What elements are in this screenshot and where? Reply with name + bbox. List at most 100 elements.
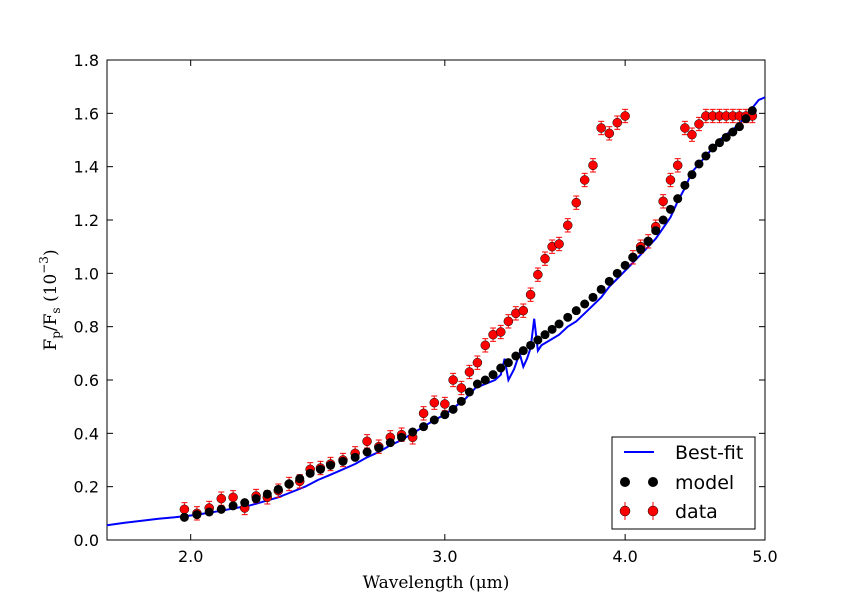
model-point <box>429 415 439 425</box>
model-point <box>580 299 590 309</box>
legend-box <box>611 436 756 530</box>
model-point <box>687 170 697 180</box>
data-point <box>554 239 564 249</box>
y-axis-label: Fp/Fs (10−3) <box>37 249 63 350</box>
model-point <box>440 410 450 420</box>
model-point <box>262 489 272 499</box>
x-axis-ticks: 2.0 3.0 4.0 5.0 <box>178 60 778 566</box>
y-tick-label: 0.8 <box>74 318 99 337</box>
legend-best-fit-label: Best-fit <box>675 442 743 464</box>
model-point <box>518 346 528 356</box>
model-point <box>503 358 513 368</box>
data-point <box>596 123 606 133</box>
model-point <box>620 260 630 270</box>
model-point <box>701 151 711 161</box>
model-point <box>251 494 261 504</box>
model-point <box>385 438 395 448</box>
model-point <box>338 456 348 466</box>
data-point <box>579 175 590 185</box>
model-point <box>374 443 384 453</box>
model-point <box>636 244 646 254</box>
data-point <box>480 340 491 351</box>
data-point <box>672 160 683 171</box>
model-point <box>315 464 325 474</box>
y-tick-label: 1.0 <box>74 264 99 283</box>
data-point <box>540 253 550 264</box>
model-point <box>658 215 668 225</box>
y-tick-label: 0.0 <box>74 531 99 550</box>
model-point <box>588 292 598 302</box>
data-point <box>562 220 573 231</box>
model-point <box>464 387 474 397</box>
y-tick-label: 0.4 <box>74 424 99 443</box>
data-point <box>228 492 238 503</box>
y-tick-label: 1.6 <box>74 104 99 123</box>
model-point <box>362 447 372 457</box>
data-point <box>588 160 598 171</box>
y-tick-label: 1.8 <box>74 51 99 70</box>
data-point <box>503 316 514 327</box>
y-tick-label: 0.6 <box>74 371 99 390</box>
model-point <box>665 204 675 214</box>
model-point <box>456 396 466 406</box>
model-point <box>511 351 521 361</box>
model-point <box>305 468 315 478</box>
model-point <box>715 138 725 148</box>
data-point <box>448 375 458 385</box>
model-point <box>526 340 536 350</box>
data-point <box>571 197 582 208</box>
model-point <box>480 375 490 385</box>
data-point <box>179 504 190 515</box>
model-point <box>673 194 683 204</box>
data-point <box>518 305 529 316</box>
data-point <box>456 383 467 393</box>
model-point <box>192 510 202 520</box>
model-point <box>571 306 581 316</box>
model-point <box>326 460 336 470</box>
model-point <box>448 404 458 414</box>
legend-data-marker <box>647 505 659 517</box>
model-point <box>419 422 429 432</box>
data-point <box>418 408 429 419</box>
model-point <box>488 370 498 380</box>
model-point <box>651 226 661 236</box>
model-point <box>680 180 690 190</box>
data-point <box>612 117 623 128</box>
legend-model-marker <box>648 477 658 487</box>
model-point <box>547 324 557 334</box>
data-point <box>620 111 630 121</box>
data-point <box>658 196 668 207</box>
x-tick-label: 4.0 <box>612 547 637 566</box>
data-point <box>533 269 543 280</box>
x-tick-label: 3.0 <box>432 547 457 566</box>
model-point <box>273 484 283 494</box>
model-point <box>596 284 606 294</box>
model-point <box>295 474 305 484</box>
model-point <box>533 335 543 345</box>
data-point <box>440 399 450 409</box>
model-point <box>540 330 550 340</box>
model-point <box>204 507 214 517</box>
model-point <box>643 236 653 246</box>
data-point <box>525 289 536 300</box>
model-point <box>628 252 638 262</box>
model-point <box>721 132 731 142</box>
legend-data-label: data <box>675 501 718 523</box>
data-point <box>216 493 227 504</box>
y-tick-label: 1.2 <box>74 211 99 230</box>
model-point <box>604 276 614 286</box>
model-point <box>734 122 744 132</box>
model-point <box>240 498 250 508</box>
y-axis-ticks: 0.0 0.2 0.4 0.6 0.8 1.0 1.2 1.4 1.6 1.8 <box>74 51 765 550</box>
model-point <box>563 312 573 322</box>
data-point <box>429 397 440 408</box>
model-point <box>496 363 506 373</box>
x-tick-label: 5.0 <box>752 547 777 566</box>
x-axis-label: Wavelength (μm) <box>363 573 510 593</box>
data-point <box>694 119 704 129</box>
data-point <box>604 128 615 139</box>
model-point <box>216 504 226 514</box>
data-point <box>472 357 483 368</box>
x-tick-label: 2.0 <box>178 547 203 566</box>
